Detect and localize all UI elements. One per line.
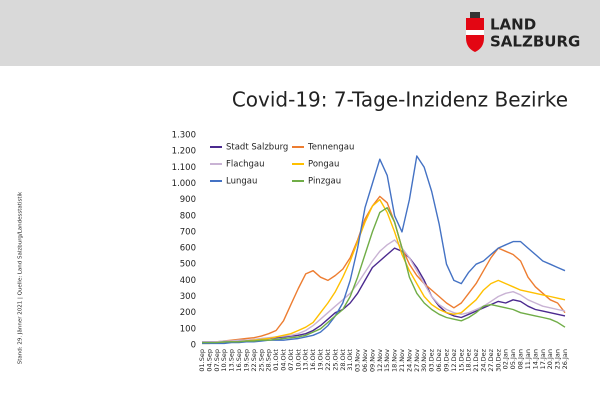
logo-text: SALZBURG bbox=[490, 33, 580, 51]
x-tick-label: 01.Okt bbox=[272, 349, 280, 371]
x-tick-label: 28.Sep bbox=[265, 349, 273, 372]
x-tick-label: 26.Jan bbox=[561, 349, 569, 369]
x-tick-label: 13.Sep bbox=[228, 349, 236, 372]
x-tick-label: 25.Okt bbox=[331, 349, 339, 371]
x-tick-label: 15.Dez bbox=[457, 348, 465, 371]
x-tick-label: 09.Dez bbox=[442, 348, 450, 371]
header-band bbox=[0, 0, 600, 66]
x-tick-label: 27.Nov bbox=[413, 349, 421, 372]
series-line bbox=[202, 239, 566, 343]
x-tick-label: 12.Dez bbox=[450, 348, 458, 371]
y-tick-label: 800 bbox=[180, 211, 196, 221]
series-line bbox=[202, 198, 566, 345]
series-line bbox=[202, 195, 566, 344]
y-tick-label: 1.200 bbox=[172, 147, 196, 157]
x-tick-label: 08.Jan bbox=[517, 349, 525, 369]
x-tick-label: 01.Sep bbox=[198, 349, 206, 372]
x-tick-label: 21.Nov bbox=[398, 349, 406, 372]
logo-text: LAND bbox=[490, 16, 536, 34]
y-tick-label: 400 bbox=[180, 276, 196, 286]
y-tick-label: 1.300 bbox=[172, 131, 196, 141]
x-tick-label: 13.Okt bbox=[302, 349, 310, 371]
source-note: Stand: 29. Jänner 2021 | Quelle: Land Sa… bbox=[18, 191, 24, 364]
y-tick-label: 200 bbox=[180, 308, 196, 318]
x-tick-label: 06.Dez bbox=[435, 348, 443, 371]
legend-label: Tennengau bbox=[307, 143, 354, 153]
legend-label: Pinzgau bbox=[308, 177, 341, 187]
x-tick-label: 31.Okt bbox=[346, 349, 354, 371]
x-tick-label: 12.Nov bbox=[376, 349, 384, 372]
slide-title: Covid-19: 7-Tage-Inzidenz Bezirke bbox=[232, 88, 568, 112]
y-tick-label: 1.000 bbox=[172, 179, 196, 189]
x-tick-label: 02.Jan bbox=[502, 349, 510, 369]
x-tick-label: 09.Nov bbox=[368, 349, 376, 372]
x-tick-label: 28.Okt bbox=[339, 349, 347, 371]
x-tick-label: 03.Nov bbox=[354, 349, 362, 372]
series-line bbox=[202, 207, 566, 344]
x-tick-label: 04.Sep bbox=[205, 349, 213, 372]
y-tick-label: 500 bbox=[180, 260, 196, 270]
y-tick-label: 1.100 bbox=[172, 163, 196, 173]
legend-label: Lungau bbox=[226, 177, 257, 187]
x-tick-label: 18.Dez bbox=[465, 348, 473, 371]
series-line bbox=[202, 247, 566, 343]
y-tick-label: 700 bbox=[180, 227, 196, 237]
x-tick-label: 04.Okt bbox=[279, 349, 287, 371]
x-tick-label: 23.Jan bbox=[554, 349, 562, 369]
y-tick-label: 300 bbox=[180, 292, 196, 302]
legend-label: Pongau bbox=[308, 160, 339, 170]
x-tick-label: 19.Sep bbox=[242, 349, 250, 372]
x-tick-label: 25.Sep bbox=[257, 349, 265, 372]
x-tick-label: 16.Okt bbox=[309, 349, 317, 371]
x-tick-label: 22.Sep bbox=[250, 349, 258, 372]
logo-shield bbox=[466, 12, 484, 52]
x-tick-label: 11.Jan bbox=[524, 349, 532, 369]
legend-label: Stadt Salzburg bbox=[226, 143, 288, 153]
x-tick-label: 07.Okt bbox=[287, 349, 295, 371]
x-tick-label: 20.Jan bbox=[546, 349, 554, 369]
x-tick-label: 15.Nov bbox=[383, 349, 391, 372]
legend-label: Flachgau bbox=[226, 160, 265, 170]
x-tick-label: 24.Dez bbox=[480, 348, 488, 371]
x-tick-label: 07.Sep bbox=[213, 349, 221, 372]
x-tick-label: 17.Jan bbox=[539, 349, 547, 369]
x-tick-label: 14.Jan bbox=[531, 349, 539, 369]
x-tick-label: 18.Nov bbox=[391, 349, 399, 372]
x-tick-label: 10.Okt bbox=[294, 349, 302, 371]
y-tick-label: 600 bbox=[180, 244, 196, 254]
x-tick-label: 24.Nov bbox=[405, 349, 413, 372]
x-tick-label: 21.Dez bbox=[472, 348, 480, 371]
x-tick-label: 05.Jan bbox=[509, 349, 517, 369]
x-tick-label: 19.Okt bbox=[317, 349, 325, 371]
x-tick-label: 10.Sep bbox=[220, 349, 228, 372]
x-tick-label: 03.Dez bbox=[428, 348, 436, 371]
x-tick-label: 06.Nov bbox=[361, 349, 369, 372]
x-tick-label: 30.Dez bbox=[494, 348, 502, 371]
x-tick-label: 16.Sep bbox=[235, 349, 243, 372]
x-tick-label: 30.Nov bbox=[420, 349, 428, 372]
x-tick-label: 27.Dez bbox=[487, 348, 495, 371]
x-tick-label: 22.Okt bbox=[324, 349, 332, 371]
y-tick-label: 900 bbox=[180, 195, 196, 205]
y-tick-label: 0 bbox=[191, 341, 196, 351]
y-tick-label: 100 bbox=[180, 324, 196, 334]
